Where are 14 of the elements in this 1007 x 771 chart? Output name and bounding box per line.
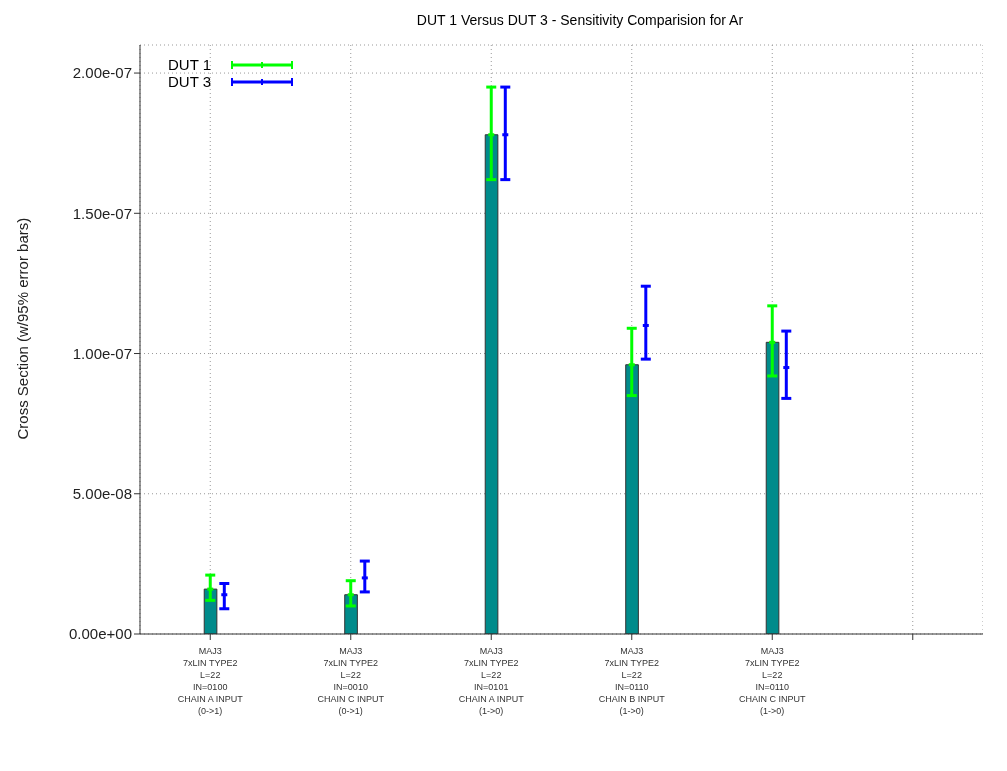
- legend-label: DUT 3: [168, 73, 213, 90]
- y-tick-label: 0.00e+00: [69, 625, 132, 643]
- x-tick-label: MAJ3 7xLIN TYPE2 L=22 IN=0101 CHAIN A INPUT (1->0): [458, 646, 525, 716]
- y-axis-title: Cross Section (w/95% error bars): [14, 217, 32, 440]
- x-tick-label: MAJ3 7xLIN TYPE2 L=22 IN=0100 CHAIN A INPUT (0->1): [177, 646, 244, 716]
- x-tick-label: MAJ3 7xLIN TYPE2 L=22 IN=0010 CHAIN C INPUT (0->1): [317, 646, 385, 716]
- y-tick-label: 1.50e-07: [72, 204, 132, 222]
- x-tick-label: MAJ3 7xLIN TYPE2 L=22 IN=0110 CHAIN C INPUT (1->0): [738, 646, 806, 716]
- y-tick-label: 1.00e-07: [72, 344, 132, 362]
- x-tick-label: MAJ3 7xLIN TYPE2 L=22 IN=0110 CHAIN B INPUT (1->0): [598, 646, 666, 716]
- y-tick-label: 5.00e-08: [72, 485, 132, 503]
- legend-label: DUT 1: [168, 56, 213, 73]
- y-tick-label: 2.00e-07: [72, 64, 132, 82]
- chart-title: DUT 1 Versus DUT 3 - Sensitivity Comparision for Ar: [415, 12, 745, 28]
